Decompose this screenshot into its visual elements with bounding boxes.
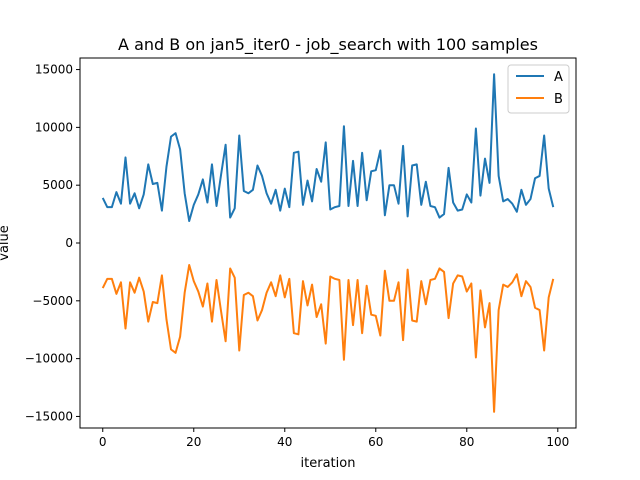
plot-area bbox=[79, 57, 577, 429]
y-tick-label: 0 bbox=[65, 236, 73, 250]
series-line-a bbox=[101, 73, 555, 223]
plot-background bbox=[80, 58, 576, 428]
x-axis-ticks: 0 20 40 60 80 100 bbox=[99, 428, 569, 449]
x-tick-label: 0 bbox=[99, 435, 107, 449]
series-line-b bbox=[101, 263, 555, 413]
y-axis-ticks: −15000 −10000 −5000 0 5000 10000 15000 bbox=[25, 63, 80, 423]
y-tick-label: 5000 bbox=[42, 178, 73, 192]
y-tick-label: −10000 bbox=[25, 352, 73, 366]
legend-label-b: B bbox=[554, 92, 563, 107]
legend: A B bbox=[507, 64, 570, 114]
y-tick-label: −5000 bbox=[32, 294, 73, 308]
x-tick-label: 40 bbox=[277, 435, 292, 449]
legend-label-a: A bbox=[554, 70, 563, 85]
x-tick-label: 100 bbox=[546, 435, 569, 449]
y-tick-label: 15000 bbox=[35, 63, 73, 77]
y-tick-label: −15000 bbox=[25, 409, 73, 423]
x-axis-label: iteration bbox=[301, 456, 356, 471]
x-tick-label: 80 bbox=[459, 435, 474, 449]
y-axis-label: value bbox=[0, 225, 12, 261]
chart-title: A and B on jan5_iter0 - job_search with … bbox=[118, 35, 538, 55]
x-tick-label: 20 bbox=[186, 435, 201, 449]
x-tick-label: 60 bbox=[368, 435, 383, 449]
y-tick-label: 10000 bbox=[35, 120, 73, 134]
